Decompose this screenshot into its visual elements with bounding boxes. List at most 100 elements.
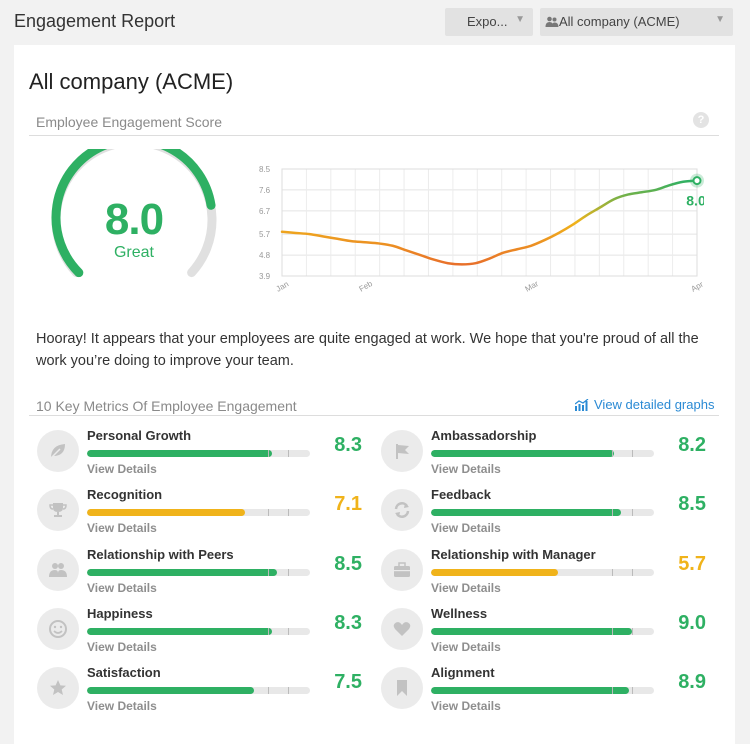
metric-name: Wellness — [431, 605, 488, 621]
metric-name: Relationship with Peers — [87, 546, 234, 562]
score-section-title: Employee Engagement Score — [36, 114, 222, 130]
view-details-link[interactable]: View Details — [431, 639, 501, 654]
metric-score: 9.0 — [678, 611, 706, 634]
y-tick-label: 3.9 — [259, 272, 271, 281]
metric-bar-tick — [287, 568, 289, 576]
metric-bar-tick — [611, 568, 613, 576]
company-select-label: All company (ACME) — [559, 14, 680, 29]
metric-bar-tick — [267, 509, 269, 517]
metric-score: 7.1 — [334, 493, 362, 516]
view-detailed-graphs-label: View detailed graphs — [594, 397, 715, 412]
metric-bar-tick — [631, 509, 633, 517]
metric-score: 7.5 — [334, 671, 362, 694]
view-details-link[interactable]: View Details — [87, 462, 157, 476]
view-details-link[interactable]: View Details — [87, 639, 157, 654]
metric-name: Alignment — [431, 665, 495, 681]
metric-bar-tick — [267, 568, 269, 576]
metric-bar-tick — [611, 687, 613, 695]
metric-bar — [87, 509, 310, 517]
y-tick-label: 7.6 — [259, 186, 271, 195]
metric-item: Wellness View Details 9.0 — [381, 605, 721, 660]
metric-item: Relationship with Peers View Details 8.5 — [37, 546, 377, 601]
metric-item: Satisfaction View Details 7.5 — [37, 665, 377, 719]
metric-bar-tick — [287, 450, 289, 457]
report-card: All company (ACME) Employee Engagement S… — [14, 45, 735, 744]
metric-bar-tick — [631, 450, 633, 457]
company-select[interactable]: All company (ACME) ▼ — [540, 8, 733, 36]
metric-item: Happiness View Details 8.3 — [37, 605, 377, 660]
metric-score: 5.7 — [678, 552, 706, 575]
metric-bar — [87, 568, 310, 576]
metrics-section-title: 10 Key Metrics Of Employee Engagement — [36, 398, 297, 414]
y-tick-label: 8.5 — [259, 165, 271, 174]
top-bar: Engagement Report Expo... ▼ All company … — [0, 0, 750, 44]
export-button[interactable]: Expo... ▼ — [445, 8, 533, 36]
view-detailed-graphs-link[interactable]: View detailed graphs — [575, 397, 714, 412]
view-details-link[interactable]: View Details — [431, 699, 501, 714]
metric-score: 8.3 — [334, 611, 362, 634]
users-icon — [545, 16, 559, 27]
x-tick-label: Mar — [524, 279, 541, 294]
x-tick-label: Feb — [358, 279, 375, 294]
metric-item: Relationship with Manager View Details 5.7 — [381, 546, 721, 601]
y-tick-label: 5.7 — [259, 230, 271, 239]
metric-bar-tick — [267, 687, 269, 695]
engagement-message: Hooray! It appears that your employees a… — [36, 331, 699, 369]
metric-bar-tick — [631, 568, 633, 576]
metric-bar-tick — [267, 627, 269, 635]
view-details-link[interactable]: View Details — [431, 521, 501, 536]
flag-icon — [381, 430, 423, 472]
end-point-label: 8.0 — [686, 193, 704, 209]
bookmark-icon — [381, 667, 423, 710]
metric-item: Feedback View Details 8.5 — [381, 487, 721, 541]
metric-name: Personal Growth — [87, 428, 192, 443]
x-tick-label: Jan — [275, 279, 291, 293]
metric-bar — [431, 509, 654, 517]
metric-name: Happiness — [87, 605, 153, 621]
metric-bar-tick — [631, 687, 633, 695]
smiley-icon — [37, 607, 79, 650]
briefcase-icon — [381, 548, 423, 591]
score-label: Great — [113, 244, 154, 261]
metric-score: 8.5 — [334, 552, 362, 575]
metric-item: Ambassadorship View Details 8.2 — [381, 428, 721, 482]
metric-bar-tick — [287, 627, 289, 635]
company-title: All company (ACME) — [29, 69, 234, 94]
leaf-icon — [37, 430, 79, 472]
view-details-link[interactable]: View Details — [87, 521, 157, 536]
metric-bar-tick — [611, 450, 613, 457]
metric-bar-fill — [87, 509, 246, 517]
metric-bar — [431, 687, 654, 695]
trend-line — [280, 179, 699, 266]
view-details-link[interactable]: View Details — [431, 462, 501, 476]
section-divider — [29, 135, 719, 136]
metric-item: Personal Growth View Details 8.3 — [37, 428, 377, 482]
metric-bar-fill — [431, 687, 630, 695]
metric-name: Relationship with Manager — [431, 546, 596, 562]
score-gauge — [51, 149, 217, 278]
help-icon[interactable]: ? — [693, 112, 709, 128]
metric-name: Ambassadorship — [431, 428, 537, 443]
metric-bar — [87, 627, 310, 635]
end-point[interactable] — [692, 176, 702, 186]
view-details-link[interactable]: View Details — [87, 699, 157, 714]
metric-bar-fill — [87, 450, 273, 457]
metric-bar-tick — [267, 450, 269, 457]
view-details-link[interactable]: View Details — [431, 580, 501, 595]
engagement-trend-chart: 8.5 7.6 6.7 5.7 4.8 3.9 Jan Feb Mar Apr 8.0 — [259, 165, 704, 294]
chevron-down-icon: ▼ — [715, 14, 725, 25]
metric-item: Alignment View Details 8.9 — [381, 665, 721, 719]
star-icon — [37, 667, 79, 710]
metric-bar-tick — [287, 509, 289, 517]
people-icon — [37, 548, 79, 591]
refresh-icon — [381, 489, 423, 532]
metric-bar-fill — [431, 627, 632, 635]
metric-bar-fill — [431, 568, 559, 576]
metric-name: Feedback — [431, 487, 491, 503]
metric-bar-fill — [87, 568, 277, 576]
metric-bar — [431, 627, 654, 635]
metric-bar — [87, 687, 310, 695]
metric-bar-fill — [431, 450, 614, 457]
view-details-link[interactable]: View Details — [87, 580, 157, 595]
metric-bar-tick — [287, 687, 289, 695]
